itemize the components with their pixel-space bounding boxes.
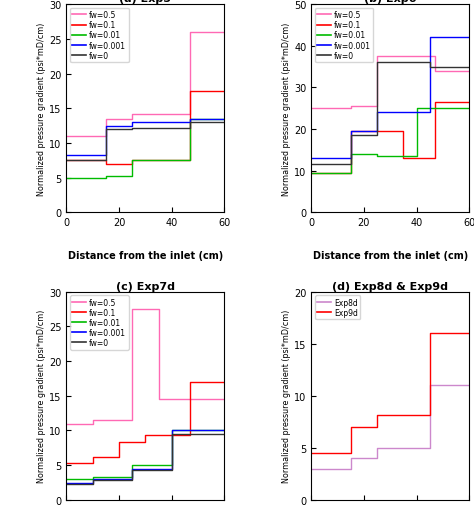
Legend: fw=0.5, fw=0.1, fw=0.01, fw=0.001, fw=0: fw=0.5, fw=0.1, fw=0.01, fw=0.001, fw=0 bbox=[70, 9, 128, 63]
Title: (b) Exp6: (b) Exp6 bbox=[364, 0, 417, 4]
Y-axis label: Normalized pressure gradient (psi*mD/cm): Normalized pressure gradient (psi*mD/cm) bbox=[282, 310, 291, 482]
Legend: fw=0.5, fw=0.1, fw=0.01, fw=0.001, fw=0: fw=0.5, fw=0.1, fw=0.01, fw=0.001, fw=0 bbox=[70, 296, 128, 350]
Y-axis label: Normalized pressure gradient (psi*mD/cm): Normalized pressure gradient (psi*mD/cm) bbox=[37, 310, 46, 482]
Title: (d) Exp8d & Exp9d: (d) Exp8d & Exp9d bbox=[332, 281, 448, 291]
Title: (c) Exp7d: (c) Exp7d bbox=[116, 281, 175, 291]
X-axis label: Distance from the inlet (cm): Distance from the inlet (cm) bbox=[313, 250, 468, 261]
Legend: Exp8d, Exp9d: Exp8d, Exp9d bbox=[315, 296, 360, 320]
Y-axis label: Normalized pressure gradient (psi*mD/cm): Normalized pressure gradient (psi*mD/cm) bbox=[37, 23, 46, 195]
Legend: fw=0.5, fw=0.1, fw=0.01, fw=0.001, fw=0: fw=0.5, fw=0.1, fw=0.01, fw=0.001, fw=0 bbox=[315, 9, 374, 63]
X-axis label: Distance from the inlet (cm): Distance from the inlet (cm) bbox=[68, 250, 223, 261]
Title: (a) Exp5: (a) Exp5 bbox=[119, 0, 171, 4]
Y-axis label: Normalized pressure gradient (psi*mD/cm): Normalized pressure gradient (psi*mD/cm) bbox=[282, 23, 291, 195]
